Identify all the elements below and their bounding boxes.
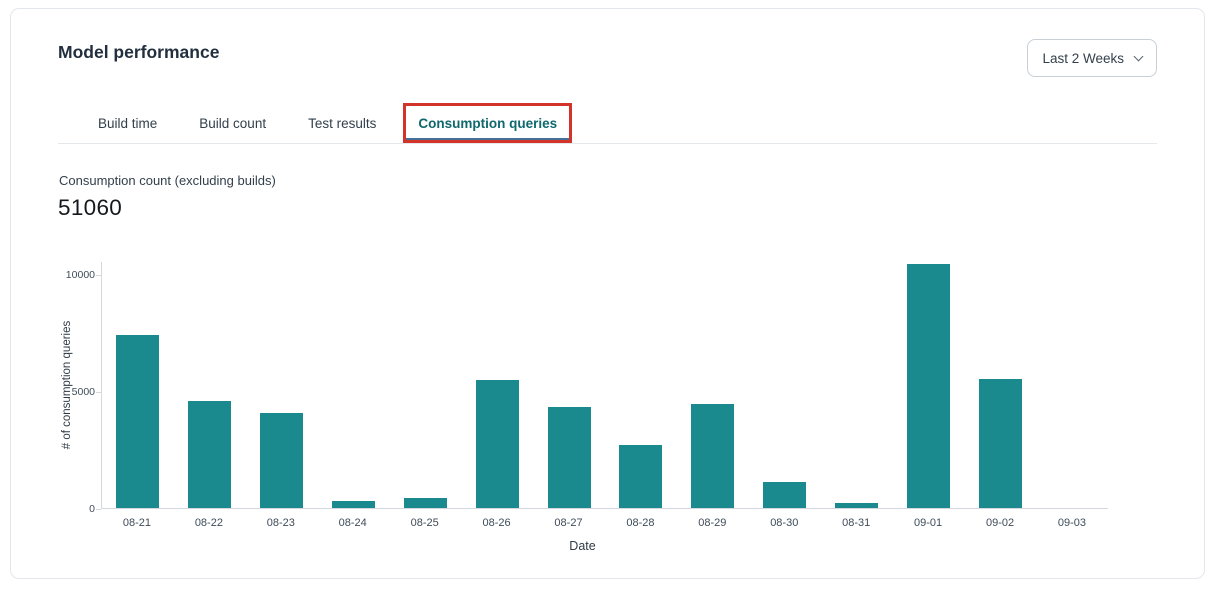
bar-slot bbox=[1036, 262, 1108, 508]
tab-build-time[interactable]: Build time bbox=[98, 115, 158, 131]
metric-label: Consumption count (excluding builds) bbox=[59, 173, 276, 188]
metric-value: 51060 bbox=[58, 195, 123, 220]
chevron-down-icon bbox=[1133, 51, 1144, 61]
y-tick-mark bbox=[96, 391, 101, 393]
bar-slot bbox=[964, 262, 1036, 508]
bar-slot bbox=[749, 262, 821, 508]
consumption-bar-chart: # of consumption queries 08-21 08-22 08-23… bbox=[11, 262, 1204, 562]
bar[interactable] bbox=[978, 378, 1022, 508]
x-tick-label: 08-28 bbox=[626, 517, 655, 529]
model-performance-card: Model performance Last 2 Weeks Build tim… bbox=[10, 8, 1205, 579]
bar[interactable] bbox=[547, 406, 591, 508]
bar-slot bbox=[892, 262, 964, 508]
x-tick-label: 08-21 bbox=[122, 517, 152, 529]
bar[interactable] bbox=[332, 500, 375, 508]
tab-consumption-queries[interactable]: Consumption queries bbox=[403, 103, 573, 143]
bar[interactable] bbox=[763, 481, 807, 508]
x-axis-title: Date bbox=[569, 539, 596, 553]
y-tick-label: 0 bbox=[89, 503, 95, 515]
y-tick-mark bbox=[96, 508, 101, 510]
date-range-dropdown[interactable]: Last 2 Weeks bbox=[1027, 39, 1157, 77]
bar[interactable] bbox=[403, 498, 447, 508]
x-tick-label: 08-22 bbox=[194, 517, 223, 529]
bar-slot bbox=[605, 262, 677, 508]
tab-build-count[interactable]: Build count bbox=[199, 115, 267, 131]
bar-slot bbox=[102, 262, 174, 508]
x-tick-labels: 08-21 08-22 08-23 08-24 08-25 08-26 08-27 08-28… bbox=[101, 509, 1108, 529]
bar-slot bbox=[389, 262, 461, 508]
x-tick-label: 08-29 bbox=[698, 517, 727, 529]
bar[interactable] bbox=[116, 335, 160, 508]
y-tick-label: 10000 bbox=[65, 269, 95, 282]
bar[interactable] bbox=[691, 404, 735, 508]
x-tick-label: 08-26 bbox=[482, 517, 511, 529]
x-tick-label: 08-25 bbox=[410, 517, 439, 529]
x-tick-label: 08-27 bbox=[554, 517, 583, 529]
x-tick-label: 08-30 bbox=[770, 517, 799, 529]
plot-area bbox=[101, 262, 1108, 509]
page-title: Model performance bbox=[58, 42, 220, 62]
bar[interactable] bbox=[835, 503, 879, 508]
bar-slot bbox=[246, 262, 318, 508]
bar[interactable] bbox=[188, 400, 232, 508]
bar-slot bbox=[533, 262, 605, 508]
bar-slot bbox=[461, 262, 533, 508]
tab-test-results[interactable]: Test results bbox=[308, 115, 377, 131]
x-tick-label: 08-23 bbox=[266, 517, 295, 529]
bar[interactable] bbox=[906, 264, 950, 508]
y-tick-mark bbox=[96, 274, 101, 276]
tab-bar: Build time Build count Test results Cons… bbox=[58, 103, 1157, 144]
x-tick-label: 08-31 bbox=[842, 517, 871, 529]
y-tick-label: 5000 bbox=[71, 386, 95, 399]
x-tick-label: 09-02 bbox=[985, 517, 1015, 529]
x-tick-label: 09-03 bbox=[1057, 517, 1087, 529]
bar-slot bbox=[318, 262, 390, 508]
date-range-value: Last 2 Weeks bbox=[1042, 50, 1124, 66]
bar-slot bbox=[174, 262, 246, 508]
bar[interactable] bbox=[619, 444, 663, 508]
bar[interactable] bbox=[475, 379, 519, 508]
x-tick-label: 08-24 bbox=[338, 517, 367, 529]
bar[interactable] bbox=[260, 413, 304, 508]
bar-slot bbox=[677, 262, 749, 508]
x-tick-label: 09-01 bbox=[914, 517, 943, 529]
bar-slot bbox=[821, 262, 893, 508]
y-axis-title: # of consumption queries bbox=[61, 320, 73, 450]
